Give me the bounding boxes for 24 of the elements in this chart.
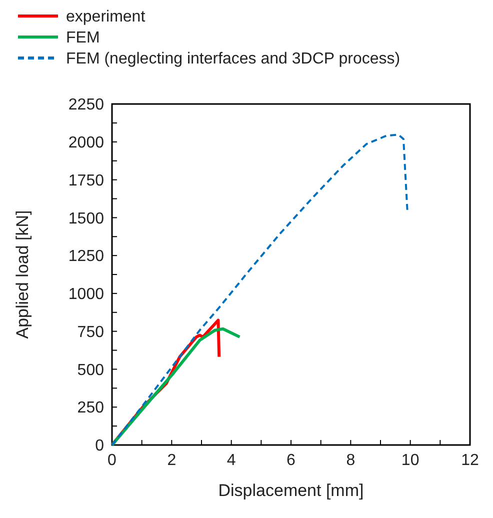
x-tick-label: 10: [401, 452, 420, 469]
y-tick-label: 750: [77, 324, 104, 341]
x-tick-label: 2: [167, 452, 176, 469]
x-axis-title: Displacement [mm]: [218, 481, 364, 500]
y-tick-label: 2000: [68, 134, 104, 152]
y-axis-title: Applied load [kN]: [13, 210, 32, 339]
x-tick-label: 4: [226, 452, 236, 469]
x-tick-label: 8: [346, 452, 356, 469]
x-tick-label: 6: [286, 452, 296, 469]
line-series: [111, 134, 408, 446]
y-tick-label: 1750: [68, 172, 104, 190]
legend-label: FEM: [66, 30, 100, 47]
y-tick-label: 500: [77, 362, 104, 379]
y-tick-label: 250: [77, 400, 104, 417]
y-tick-label: 1000: [68, 286, 104, 304]
x-tick-label: 0: [108, 452, 117, 469]
y-tick-label: 1500: [68, 210, 104, 228]
line-series: [110, 327, 242, 446]
legend-label: FEM (neglecting interfaces and 3DCP process): [66, 50, 400, 68]
legend-label: experiment: [66, 8, 146, 26]
y-tick-label: 1250: [68, 248, 104, 266]
y-tick-label: 2250: [68, 96, 104, 114]
x-tick-label: 12: [461, 452, 479, 469]
y-tick-label: 0: [95, 438, 104, 455]
